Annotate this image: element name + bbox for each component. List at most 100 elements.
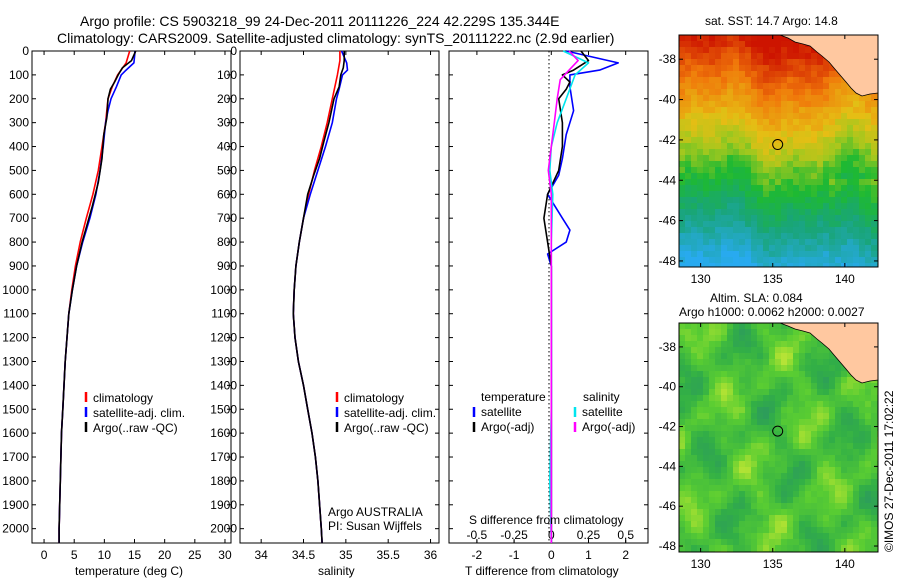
map-cell	[745, 371, 752, 378]
map-cell	[763, 479, 770, 486]
map-cell	[871, 515, 878, 522]
map-cell	[811, 143, 818, 150]
map-cell	[703, 485, 710, 492]
map-cell	[823, 449, 830, 456]
map-cell	[835, 83, 842, 90]
map-cell	[733, 347, 740, 354]
map-cell	[691, 545, 698, 552]
map-cell	[865, 425, 872, 432]
map-cell	[697, 203, 704, 210]
map-cell	[733, 437, 740, 444]
map-cell	[727, 191, 734, 198]
map-cell	[853, 533, 860, 540]
map-cell	[733, 479, 740, 486]
map-cell	[811, 461, 818, 468]
map-cell	[853, 215, 860, 222]
map-cell	[697, 467, 704, 474]
map-cell	[793, 191, 800, 198]
map-cell	[745, 497, 752, 504]
map-cell	[829, 365, 836, 372]
map-cell	[853, 431, 860, 438]
map-cell	[805, 455, 812, 462]
s-tick-label: 0.5	[617, 528, 634, 542]
map-cell	[847, 119, 854, 126]
map-cell	[775, 401, 782, 408]
map-cell	[811, 245, 818, 252]
map-cell	[697, 71, 704, 78]
map-cell	[757, 95, 764, 102]
map-cell	[739, 227, 746, 234]
map-cell	[733, 335, 740, 342]
map-cell	[781, 257, 788, 264]
pi-annotation: PI: Susan Wijffels	[328, 519, 422, 533]
map-cell	[853, 473, 860, 480]
map-cell	[745, 389, 752, 396]
map-cell	[721, 377, 728, 384]
map-cell	[787, 527, 794, 534]
map-cell	[709, 209, 716, 216]
map-cell	[709, 59, 716, 66]
map-cell	[685, 467, 692, 474]
map-cell	[853, 101, 860, 108]
map-cell	[817, 137, 824, 144]
map-cell	[823, 137, 830, 144]
map-cell	[697, 239, 704, 246]
map-cell	[799, 413, 806, 420]
map-cell	[715, 389, 722, 396]
map-cell	[763, 197, 770, 204]
map-cell	[793, 533, 800, 540]
map-cell	[793, 389, 800, 396]
map-cell	[853, 179, 860, 186]
map-cell	[787, 77, 794, 84]
map-cell	[721, 497, 728, 504]
map-cell	[763, 47, 770, 54]
map-cell	[781, 545, 788, 552]
map-cell	[751, 401, 758, 408]
map-cell	[781, 53, 788, 60]
map-cell	[817, 233, 824, 240]
map-cell	[871, 437, 878, 444]
map-cell	[763, 323, 770, 330]
map-cell	[739, 395, 746, 402]
map-cell	[703, 161, 710, 168]
map-cell	[859, 131, 866, 138]
map-cell	[787, 245, 794, 252]
map-cell	[703, 119, 710, 126]
map-cell	[709, 89, 716, 96]
map-cell	[733, 131, 740, 138]
map-cell	[805, 65, 812, 72]
map-cell	[727, 173, 734, 180]
map-cell	[679, 215, 686, 222]
map-cell	[835, 461, 842, 468]
map-cell	[829, 407, 836, 414]
map-cell	[781, 323, 788, 330]
map-cell	[829, 173, 836, 180]
map-cell	[871, 233, 878, 240]
map-cell	[727, 389, 734, 396]
map-cell	[751, 443, 758, 450]
map-cell	[787, 395, 794, 402]
map-cell	[739, 155, 746, 162]
map-cell	[763, 203, 770, 210]
map-cell	[751, 371, 758, 378]
map-cell	[727, 491, 734, 498]
map-cell	[841, 155, 848, 162]
map-cell	[781, 515, 788, 522]
map-cell	[751, 107, 758, 114]
map-cell	[751, 233, 758, 240]
y-tick-label: 300	[9, 116, 29, 130]
map-cell	[751, 365, 758, 372]
map-cell	[745, 119, 752, 126]
map-cell	[793, 113, 800, 120]
map-cell	[835, 401, 842, 408]
y-tick-label: 1600	[2, 426, 29, 440]
map-cell	[793, 449, 800, 456]
map-cell	[829, 131, 836, 138]
map-cell	[751, 83, 758, 90]
map-cell	[739, 41, 746, 48]
y-tick-label: 1400	[210, 378, 237, 392]
map-cell	[835, 491, 842, 498]
x-tick-label: 140	[835, 272, 855, 286]
map-cell	[775, 485, 782, 492]
map-cell	[733, 443, 740, 450]
